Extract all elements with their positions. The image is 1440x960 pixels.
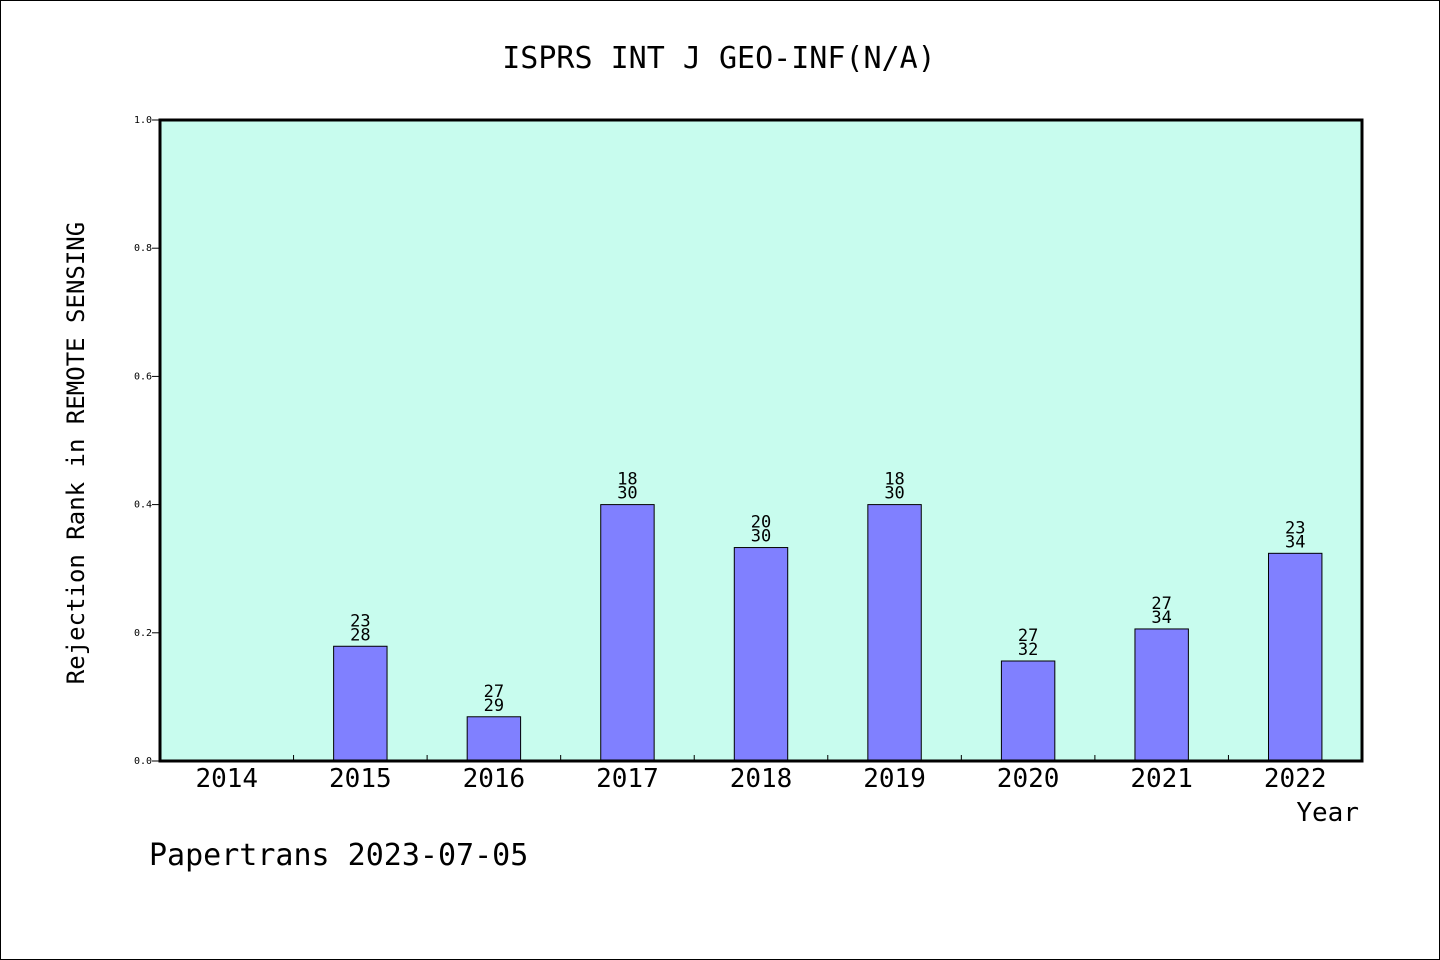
bar-label-top: 20 xyxy=(751,513,771,533)
y-tick-label: 0.4 xyxy=(134,500,152,511)
bar-label-top: 18 xyxy=(884,470,904,490)
x-tick-label: 2016 xyxy=(463,764,526,794)
y-tick-label: 0.0 xyxy=(134,756,152,767)
x-tick-label: 2014 xyxy=(195,764,258,794)
bar xyxy=(1268,552,1323,762)
x-tick-label: 2017 xyxy=(596,764,659,794)
bar-label-top: 27 xyxy=(1018,626,1038,646)
bar-label-bottom: 34 xyxy=(1151,608,1171,628)
x-tick-label: 2019 xyxy=(863,764,926,794)
bar xyxy=(1134,628,1189,762)
bar-label-top: 23 xyxy=(350,611,370,631)
chart-title: ISPRS INT J GEO-INF(N/A) xyxy=(502,41,935,76)
bar-label-bottom: 30 xyxy=(617,484,637,504)
y-tick-label: 0.6 xyxy=(134,371,152,382)
bars xyxy=(333,504,1323,762)
y-tick-label: 1.0 xyxy=(134,115,152,126)
bar xyxy=(1000,660,1056,762)
plot-frame xyxy=(158,118,1364,763)
x-tick-label: 2018 xyxy=(730,764,793,794)
x-tick-label: 2015 xyxy=(329,764,392,794)
x-tick-label: 2020 xyxy=(997,764,1060,794)
bar-label-top: 27 xyxy=(1151,594,1171,614)
bar-label-bottom: 34 xyxy=(1285,532,1305,552)
bar-label-bottom: 30 xyxy=(751,527,771,547)
bar xyxy=(333,645,388,762)
x-tick-label: 2022 xyxy=(1264,764,1327,794)
bar xyxy=(733,547,789,762)
bar-label-top: 23 xyxy=(1285,518,1305,538)
bar-label-bottom: 28 xyxy=(350,625,370,645)
bar xyxy=(867,504,922,762)
y-tick-label: 0.8 xyxy=(134,243,152,254)
bar-labels: 2014 201528232016292720173018201830202019… xyxy=(195,470,1326,794)
bar-label-bottom: 32 xyxy=(1018,640,1038,660)
bar-label-top: 27 xyxy=(484,682,504,702)
x-tick-label: 2021 xyxy=(1130,764,1193,794)
footer-text: Papertrans 2023-07-05 xyxy=(149,838,528,873)
bar xyxy=(466,716,522,762)
bar-label-top: 18 xyxy=(617,470,637,490)
bar xyxy=(600,504,655,762)
y-axis-label: Rejection Rank in REMOTE SENSING xyxy=(62,222,90,684)
y-tick-label: 0.2 xyxy=(134,628,152,639)
bar-label-bottom: 30 xyxy=(884,484,904,504)
bar-label-bottom: 29 xyxy=(484,696,504,716)
x-axis-label: Year xyxy=(1296,798,1359,828)
